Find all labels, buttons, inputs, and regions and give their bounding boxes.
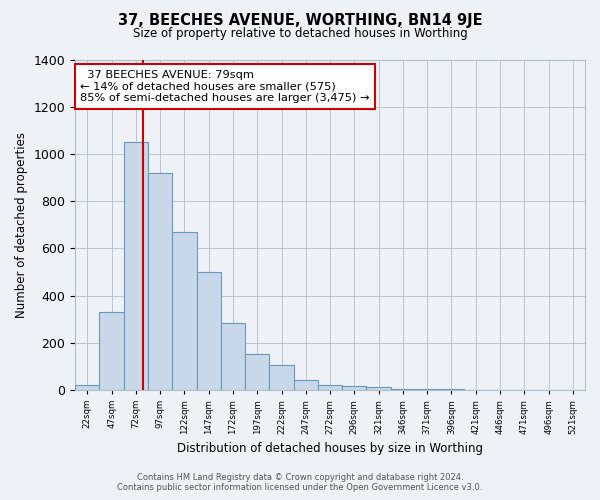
Text: 37 BEECHES AVENUE: 79sqm  
← 14% of detached houses are smaller (575)
85% of sem: 37 BEECHES AVENUE: 79sqm ← 14% of detach… bbox=[80, 70, 370, 103]
Bar bbox=[342, 386, 367, 390]
Bar bbox=[367, 388, 391, 390]
Bar bbox=[245, 354, 269, 390]
Bar bbox=[391, 388, 415, 390]
Y-axis label: Number of detached properties: Number of detached properties bbox=[15, 132, 28, 318]
Bar bbox=[415, 389, 439, 390]
Bar bbox=[293, 380, 318, 390]
X-axis label: Distribution of detached houses by size in Worthing: Distribution of detached houses by size … bbox=[177, 442, 483, 455]
Text: Contains HM Land Registry data © Crown copyright and database right 2024.
Contai: Contains HM Land Registry data © Crown c… bbox=[118, 473, 482, 492]
Bar bbox=[221, 322, 245, 390]
Bar bbox=[124, 142, 148, 390]
Bar bbox=[75, 385, 100, 390]
Bar bbox=[197, 272, 221, 390]
Bar bbox=[269, 365, 293, 390]
Bar bbox=[100, 312, 124, 390]
Bar bbox=[318, 385, 342, 390]
Bar bbox=[172, 232, 197, 390]
Text: Size of property relative to detached houses in Worthing: Size of property relative to detached ho… bbox=[133, 28, 467, 40]
Text: 37, BEECHES AVENUE, WORTHING, BN14 9JE: 37, BEECHES AVENUE, WORTHING, BN14 9JE bbox=[118, 12, 482, 28]
Bar bbox=[148, 173, 172, 390]
